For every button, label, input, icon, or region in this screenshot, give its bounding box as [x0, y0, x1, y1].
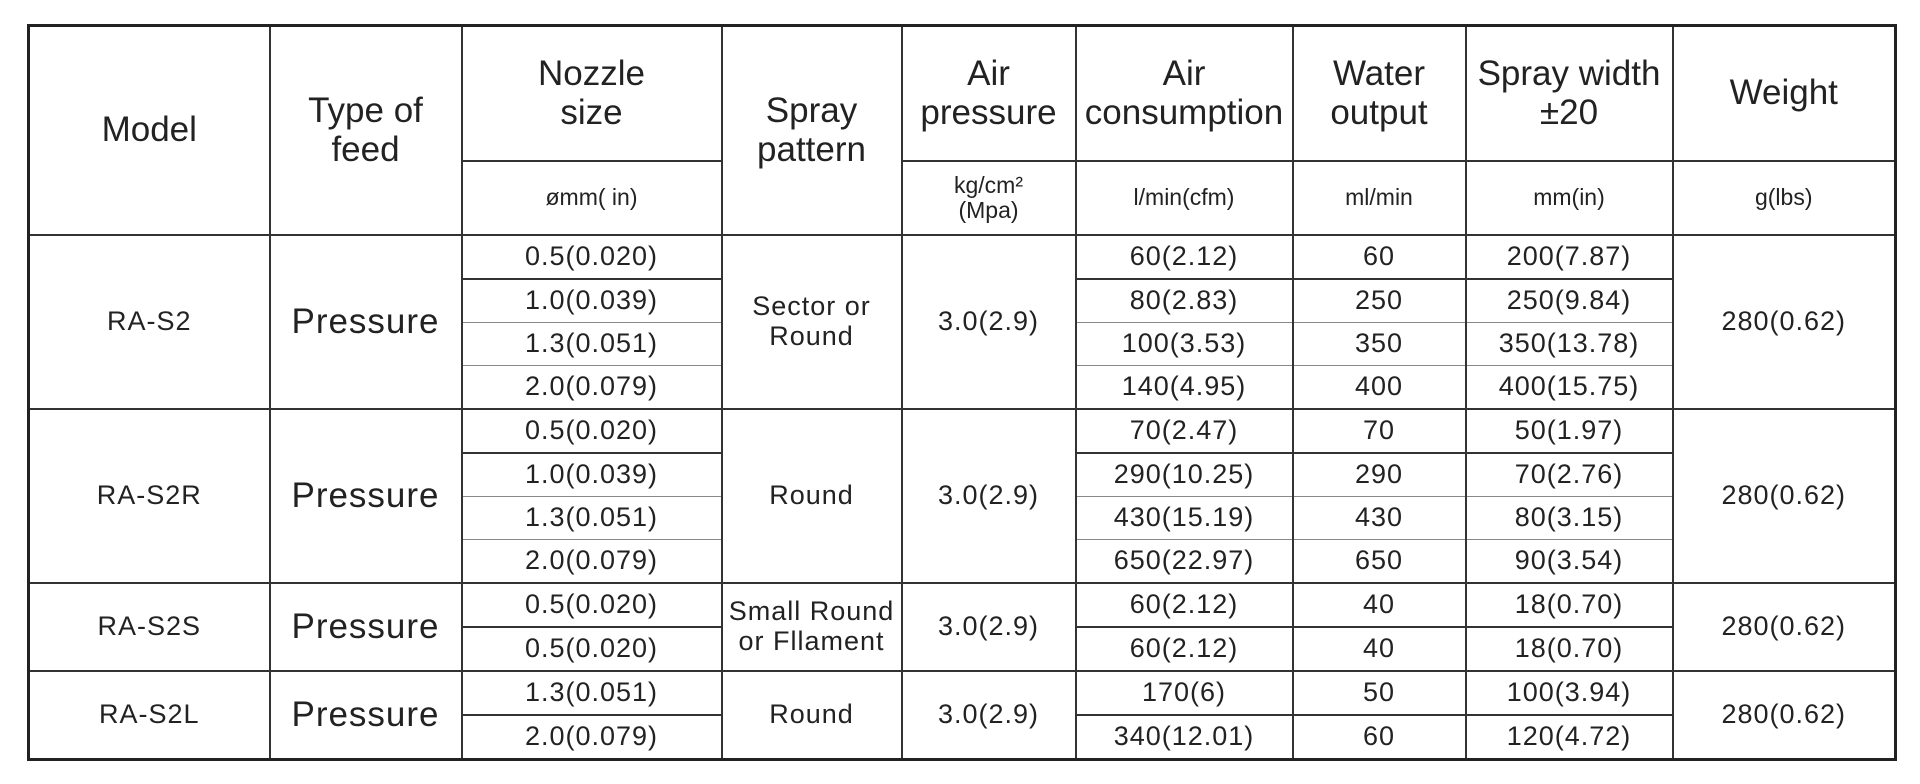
water-output: 70 [1291, 408, 1467, 454]
table-row: 2.0(0.079) 340(12.01) 60 120(4.72) [29, 714, 1896, 760]
spray-width: 18(0.70) [1464, 626, 1674, 672]
table-row: Model Type of feed Nozzle size Spray patter… [27, 24, 1897, 236]
nozzle-size: 0.5(0.020) [460, 582, 723, 628]
unit-header: kg/cm² (Mpa) [900, 160, 1077, 236]
air-pressure: 3.0(2.9) [900, 582, 1077, 672]
unit-header: ml/min [1291, 160, 1467, 236]
table-row: ømm( in) kg/cm² (Mpa) l/min(cfm) ml/min mm(i… [29, 160, 1897, 236]
air-consumption: 170(6) [1074, 670, 1294, 716]
water-output: 60 [1291, 234, 1467, 280]
air-consumption: 650(22.97) [1074, 539, 1294, 584]
water-output: 350 [1291, 322, 1467, 366]
spray-pattern: Small Round or Fllament [720, 582, 903, 672]
column-header: Air pressure [900, 24, 1077, 162]
air-pressure: 3.0(2.9) [900, 408, 1077, 584]
air-consumption: 60(2.12) [1074, 234, 1294, 280]
table-row: RA-S2S Pressure 0.5(0.020) Small Round or F… [27, 582, 1897, 672]
table-row: RA-S2 Pressure 0.5(0.020) Sector or Round 3.… [27, 234, 1897, 410]
spray-width: 80(3.15) [1464, 496, 1674, 540]
spec-table: Model Type of feed Nozzle size Spray patter… [27, 24, 1897, 761]
nozzle-size: 0.5(0.020) [460, 408, 723, 454]
spray-width: 18(0.70) [1464, 582, 1674, 628]
spray-width: 350(13.78) [1464, 322, 1674, 366]
spray-width: 70(2.76) [1464, 452, 1674, 497]
unit-header: l/min(cfm) [1074, 160, 1294, 236]
weight: 280(0.62) [1671, 670, 1897, 761]
nozzle-size: 2.0(0.079) [460, 539, 723, 584]
spray-pattern: Sector or Round [720, 234, 903, 410]
water-output: 40 [1291, 626, 1467, 672]
table-row: 2.0(0.079) 140(4.95) 400 400(15.75) [29, 365, 1896, 410]
spray-width: 200(7.87) [1464, 234, 1674, 280]
nozzle-size: 0.5(0.020) [460, 234, 723, 280]
table-row: 0.5(0.020) 60(2.12) 40 18(0.70) [29, 626, 1896, 672]
column-header: Nozzle size [460, 24, 723, 162]
weight: 280(0.62) [1671, 408, 1897, 584]
spray-pattern: Round [720, 408, 903, 584]
water-output: 400 [1291, 365, 1467, 410]
water-output: 50 [1291, 670, 1467, 716]
air-consumption: 290(10.25) [1074, 452, 1294, 497]
water-output: 60 [1291, 714, 1467, 760]
unit-header: ømm( in) [460, 160, 723, 236]
spray-width: 250(9.84) [1464, 278, 1674, 323]
water-output: 40 [1291, 582, 1467, 628]
water-output: 250 [1291, 278, 1467, 323]
table-row: 1.0(0.039) 290(10.25) 290 70(2.76) [29, 452, 1896, 497]
spray-width: 120(4.72) [1464, 714, 1674, 760]
feed-type: Pressure [268, 582, 463, 672]
nozzle-size: 1.3(0.051) [460, 496, 723, 540]
nozzle-size: 2.0(0.079) [460, 714, 723, 760]
model: RA-S2 [27, 234, 271, 410]
model: RA-S2S [27, 582, 271, 672]
table-wrap: Model Type of feed Nozzle size Spray patter… [27, 24, 1897, 761]
unit-header: mm(in) [1464, 160, 1674, 236]
air-pressure: 3.0(2.9) [900, 234, 1077, 410]
water-output: 430 [1291, 496, 1467, 540]
table-row: 1.3(0.051) 430(15.19) 430 80(3.15) [29, 496, 1896, 540]
column-header: Model [27, 24, 271, 236]
nozzle-size: 2.0(0.079) [460, 365, 723, 410]
model: RA-S2L [27, 670, 271, 761]
nozzle-size: 0.5(0.020) [460, 626, 723, 672]
air-consumption: 70(2.47) [1074, 408, 1294, 454]
nozzle-size: 1.3(0.051) [460, 322, 723, 366]
air-consumption: 430(15.19) [1074, 496, 1294, 540]
air-consumption: 100(3.53) [1074, 322, 1294, 366]
unit-header: g(lbs) [1671, 160, 1897, 236]
spray-width: 400(15.75) [1464, 365, 1674, 410]
water-output: 290 [1291, 452, 1467, 497]
water-output: 650 [1291, 539, 1467, 584]
spray-pattern: Round [720, 670, 903, 761]
air-consumption: 140(4.95) [1074, 365, 1294, 410]
column-header: Air consumption [1074, 24, 1294, 162]
spray-width: 100(3.94) [1464, 670, 1674, 716]
air-consumption: 340(12.01) [1074, 714, 1294, 760]
nozzle-size: 1.0(0.039) [460, 278, 723, 323]
column-header: Type of feed [268, 24, 463, 236]
air-pressure: 3.0(2.9) [900, 670, 1077, 761]
nozzle-size: 1.3(0.051) [460, 670, 723, 716]
feed-type: Pressure [268, 234, 463, 410]
column-header: Spray width ±20 [1464, 24, 1674, 162]
model: RA-S2R [27, 408, 271, 584]
feed-type: Pressure [268, 670, 463, 761]
column-header: Spray pattern [720, 24, 903, 236]
feed-type: Pressure [268, 408, 463, 584]
table-row: RA-S2R Pressure 0.5(0.020) Round 3.0(2.9) 70(… [27, 408, 1897, 584]
weight: 280(0.62) [1671, 582, 1897, 672]
nozzle-size: 1.0(0.039) [460, 452, 723, 497]
air-consumption: 60(2.12) [1074, 582, 1294, 628]
air-consumption: 80(2.83) [1074, 278, 1294, 323]
table-row: RA-S2L Pressure 1.3(0.051) Round 3.0(2.9) 170… [27, 670, 1897, 761]
table-row: 1.3(0.051) 100(3.53) 350 350(13.78) [29, 322, 1896, 366]
spray-width: 90(3.54) [1464, 539, 1674, 584]
table-row: 1.0(0.039) 80(2.83) 250 250(9.84) [29, 278, 1896, 323]
column-header: Weight [1671, 24, 1897, 162]
spray-width: 50(1.97) [1464, 408, 1674, 454]
column-header: Water output [1291, 24, 1467, 162]
weight: 280(0.62) [1671, 234, 1897, 410]
air-consumption: 60(2.12) [1074, 626, 1294, 672]
